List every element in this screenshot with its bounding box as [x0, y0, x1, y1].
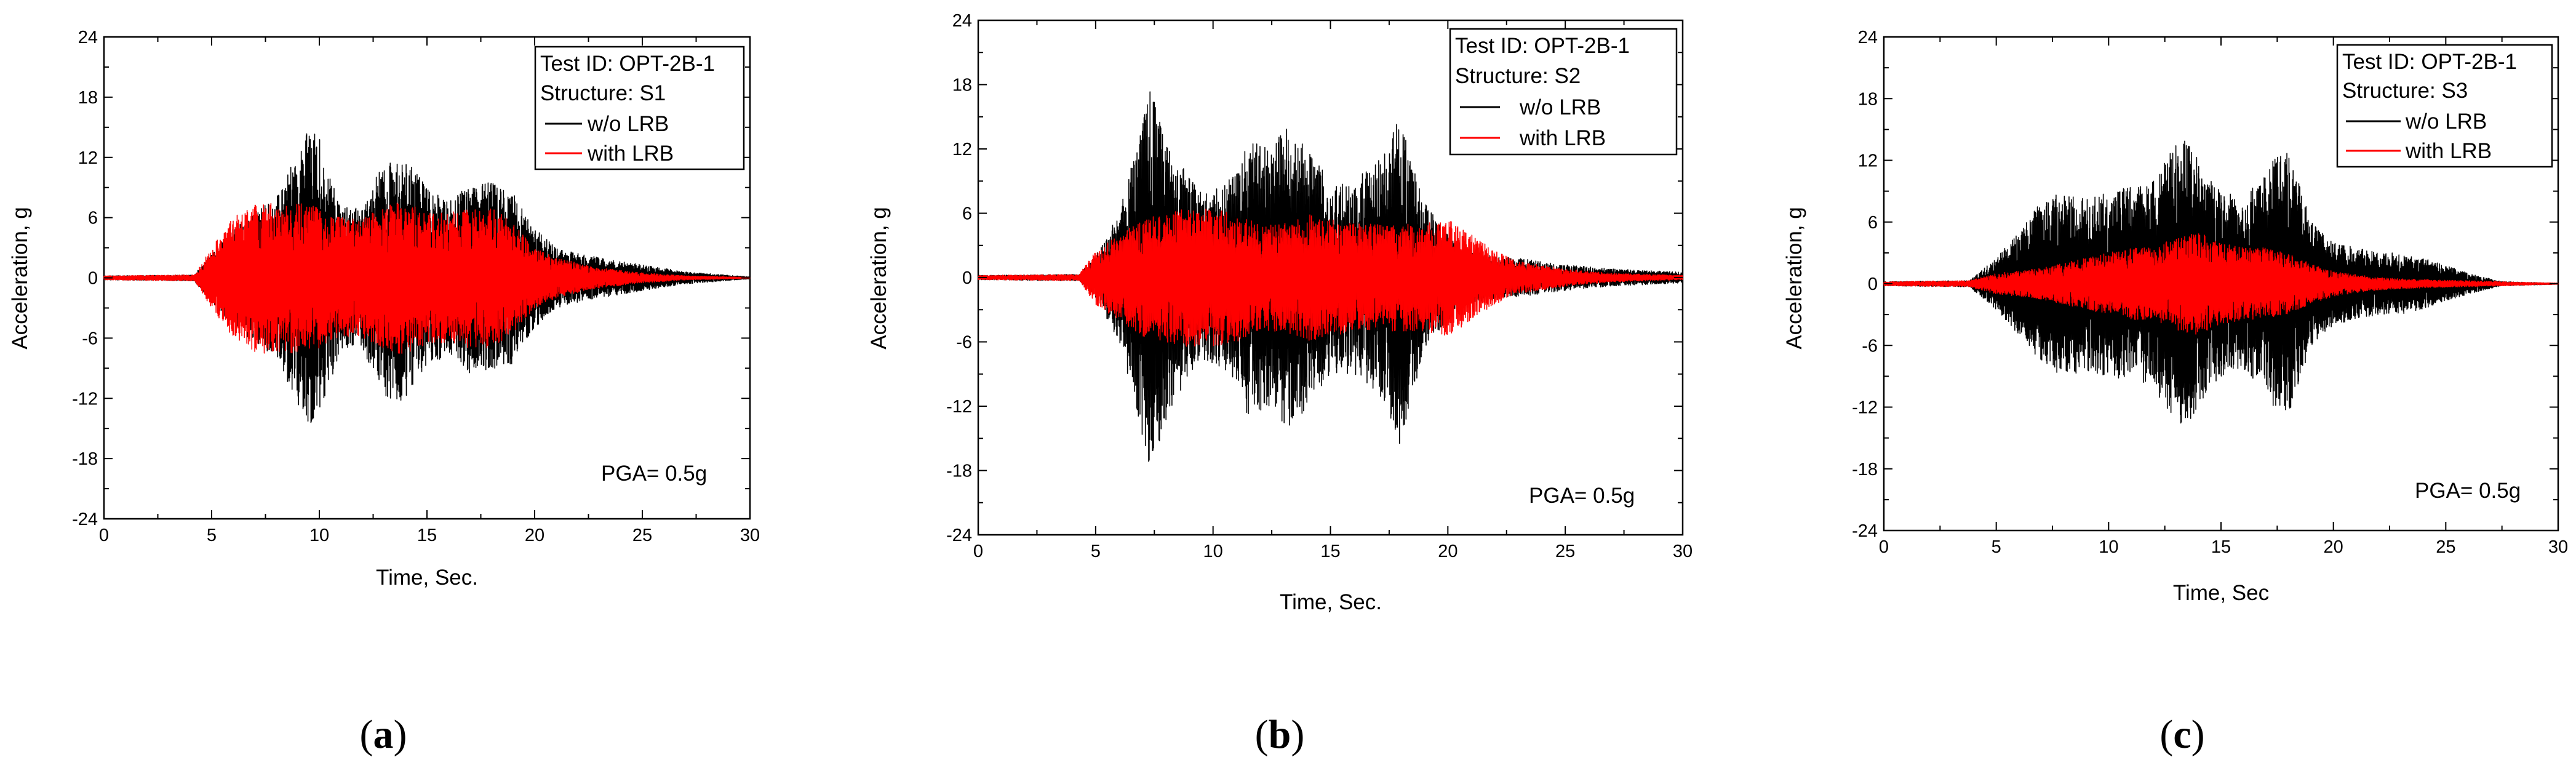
- x-axis-title: Time, Sec: [2173, 581, 2269, 605]
- y-tick-label: 0: [88, 269, 98, 289]
- y-tick-label: 12: [952, 140, 972, 159]
- y-axis-title: Acceleration, g: [867, 207, 891, 350]
- legend-box: [2336, 44, 2553, 168]
- x-tick-labels-c: 0 5 10 15 20 25 30: [1879, 537, 2568, 557]
- x-tick-labels-b: 0 5 10 15 20 25 30: [973, 542, 1693, 561]
- panel-letter: b: [1269, 712, 1291, 757]
- x-axis-title: Time, Sec.: [1280, 590, 1382, 614]
- x-tick-label: 15: [1320, 542, 1340, 561]
- tick-marks-c: [1883, 36, 2559, 531]
- panel-letter: a: [373, 712, 394, 757]
- x-tick-label: 5: [1091, 542, 1101, 561]
- y-tick-label: 18: [952, 76, 972, 95]
- legend-label-wo-lrb: w/o LRB: [2405, 110, 2487, 134]
- x-tick-label: 10: [2099, 537, 2118, 557]
- y-tick-label: -18: [946, 462, 972, 481]
- y-tick-label: 0: [1868, 274, 1878, 294]
- series-line-with-lrb: [103, 202, 751, 354]
- y-tick-label: 6: [1868, 213, 1878, 233]
- y-tick-label: -24: [1852, 521, 1878, 541]
- legend-b: Test ID: OPT-2B-1 Structure: S2 w/o LRB …: [1449, 28, 1678, 156]
- y-tick-label: 18: [1858, 89, 1878, 109]
- pga-annotation: PGA= 0.5g: [601, 462, 707, 486]
- y-tick-label: 12: [1858, 151, 1878, 171]
- x-tick-label: 30: [740, 526, 760, 545]
- x-tick-label: 15: [2211, 537, 2231, 557]
- x-tick-label: 25: [632, 526, 652, 545]
- y-tick-label: -24: [946, 526, 972, 545]
- y-tick-label: -18: [1852, 460, 1878, 479]
- y-tick-label: -6: [82, 329, 98, 348]
- legend-title: Test ID: OPT-2B-1: [540, 52, 715, 76]
- y-tick-labels-c: -24 -18 -12 -6 0 6 12 18 24: [1852, 28, 1878, 541]
- x-tick-label: 10: [1203, 542, 1223, 561]
- y-tick-label: 6: [88, 209, 98, 228]
- legend-box: [1449, 28, 1678, 156]
- y-tick-label: 6: [962, 204, 972, 224]
- y-tick-label: 24: [952, 11, 972, 31]
- x-tick-labels-a: 0 5 10 15 20 25 30: [99, 526, 760, 545]
- x-tick-label: 20: [1438, 542, 1457, 561]
- x-tick-label: 30: [1673, 542, 1693, 561]
- x-tick-label: 10: [309, 526, 329, 545]
- series-layer-a: [103, 133, 751, 423]
- panel-a: -24 -18 -12 -6 0 6 12 18 24 0 5 10 15 20…: [8, 28, 760, 757]
- y-tick-label: -6: [1862, 336, 1878, 356]
- legend-label-with-lrb: with LRB: [587, 142, 674, 166]
- x-tick-label: 25: [1555, 542, 1575, 561]
- x-tick-label: 0: [1879, 537, 1889, 557]
- x-tick-label: 0: [99, 526, 109, 545]
- series-layer-b: [978, 91, 1683, 462]
- legend-label-wo-lrb: w/o LRB: [1519, 95, 1601, 119]
- x-tick-label: 20: [2324, 537, 2343, 557]
- y-tick-label: -6: [956, 333, 972, 353]
- legend-title: Test ID: OPT-2B-1: [2342, 50, 2517, 74]
- panel-label: (c): [2159, 712, 2204, 757]
- x-tick-label: 30: [2548, 537, 2568, 557]
- legend-structure: Structure: S3: [2342, 79, 2468, 103]
- legend-label-wo-lrb: w/o LRB: [587, 112, 669, 136]
- y-axis-title: Acceleration, g: [8, 207, 32, 350]
- x-tick-label: 5: [1992, 537, 2001, 557]
- y-tick-label: 24: [78, 28, 98, 47]
- legend-label-with-lrb: with LRB: [2405, 139, 2492, 163]
- y-tick-label: -12: [946, 397, 972, 417]
- legend-box: [534, 46, 745, 170]
- legend-label-with-lrb: with LRB: [1519, 126, 1606, 150]
- y-tick-labels-a: -24 -18 -12 -6 0 6 12 18 24: [72, 28, 98, 529]
- legend-title: Test ID: OPT-2B-1: [1455, 34, 1630, 58]
- x-tick-label: 15: [417, 526, 437, 545]
- y-tick-label: -24: [72, 510, 98, 529]
- x-tick-label: 5: [207, 526, 217, 545]
- y-tick-label: -12: [1852, 398, 1878, 418]
- panel-letter: c: [2173, 712, 2191, 757]
- y-tick-label: 0: [962, 268, 972, 288]
- panel-label: (b): [1255, 712, 1305, 757]
- x-tick-label: 20: [525, 526, 544, 545]
- pga-annotation: PGA= 0.5g: [1529, 484, 1635, 508]
- tick-marks-a: [103, 36, 751, 519]
- y-tick-label: 12: [78, 148, 98, 168]
- x-tick-label: 0: [973, 542, 983, 561]
- x-tick-label: 25: [2436, 537, 2455, 557]
- y-tick-label: -18: [72, 449, 98, 469]
- x-axis-title: Time, Sec.: [376, 566, 478, 590]
- y-tick-label: -12: [72, 389, 98, 409]
- panel-c: -24 -18 -12 -6 0 6 12 18 24 0 5 10 15 20…: [1782, 28, 2568, 757]
- y-axis-title: Acceleration, g: [1782, 207, 1806, 350]
- y-tick-label: 24: [1858, 28, 1878, 47]
- series-layer-c: [1883, 140, 2559, 424]
- legend-a: Test ID: OPT-2B-1 Structure: S1 w/o LRB …: [534, 46, 745, 170]
- panel-label: (a): [360, 712, 407, 757]
- legend-structure: Structure: S2: [1455, 64, 1581, 88]
- y-tick-labels-b: -24 -18 -12 -6 0 6 12 18 24: [946, 11, 972, 545]
- legend-structure: Structure: S1: [540, 81, 666, 105]
- y-tick-label: 18: [78, 88, 98, 108]
- series-line-with-lrb: [1883, 233, 2559, 335]
- series-line-with-lrb: [978, 208, 1683, 347]
- panel-b: -24 -18 -12 -6 0 6 12 18 24 0 5 10 15 20…: [867, 11, 1693, 757]
- legend-c: Test ID: OPT-2B-1 Structure: S3 w/o LRB …: [2336, 44, 2553, 168]
- pga-annotation: PGA= 0.5g: [2415, 479, 2521, 503]
